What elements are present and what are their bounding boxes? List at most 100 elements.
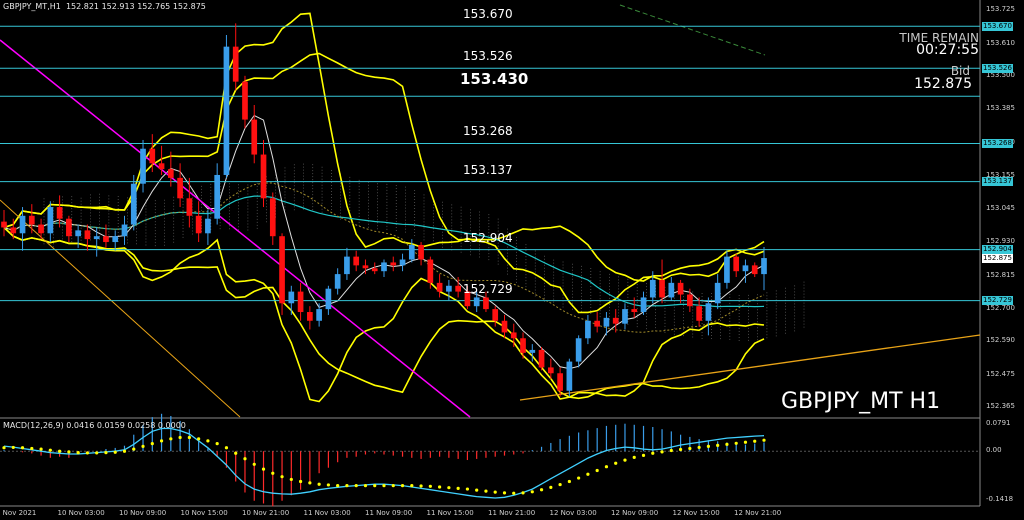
candle-body — [455, 285, 461, 292]
candle-body — [269, 198, 276, 237]
signal-dot — [549, 485, 553, 489]
candle-body — [427, 259, 434, 283]
candle-body — [418, 244, 424, 260]
price-level-tag: 153.137 — [982, 177, 1013, 187]
candle-body — [75, 230, 81, 237]
price-tick-label: 152.930 — [986, 237, 1015, 246]
candle-body — [659, 279, 665, 298]
signal-dot — [521, 491, 525, 495]
signal-dot — [428, 484, 432, 488]
price-tick-label: 152.590 — [986, 336, 1015, 345]
time-tick-label: 11 Nov 03:00 — [303, 509, 351, 517]
candle-body — [307, 312, 313, 321]
signal-dot — [373, 484, 377, 488]
signal-dot — [484, 489, 488, 493]
signal-dot — [567, 479, 571, 484]
macd-line — [3, 427, 765, 499]
price-tick-label: 153.500 — [986, 70, 1015, 79]
candle-body — [733, 256, 740, 272]
signal-dot — [632, 455, 636, 460]
signal-dot — [678, 447, 683, 452]
price-level-tag: 153.268 — [982, 138, 1013, 148]
candle-body — [714, 282, 721, 304]
signal-dot — [734, 441, 738, 445]
candle-body — [325, 288, 332, 310]
candle-body — [130, 183, 137, 225]
candle-body — [724, 256, 730, 283]
candle-body — [390, 262, 397, 266]
candle-body — [362, 265, 369, 269]
price-tick-label: 153.725 — [986, 5, 1015, 14]
signal-dot — [419, 484, 423, 488]
signal-dot — [688, 446, 692, 451]
signal-dot — [76, 450, 80, 455]
time-tick-label: 11 Nov 09:00 — [365, 509, 413, 517]
signal-dot — [354, 484, 358, 488]
trendline-magenta — [0, 39, 471, 418]
price-tick-label: 152.365 — [986, 401, 1015, 410]
signal-dot — [30, 446, 34, 451]
signal-dot — [289, 477, 293, 482]
candle-body — [167, 169, 174, 178]
price-tick-label: 152.475 — [986, 369, 1015, 378]
time-tick-label: 10 Nov 15:00 — [180, 509, 228, 517]
candle-body — [751, 265, 758, 275]
price-level-tag: 153.526 — [982, 63, 1013, 73]
price-level-tag: 152.875 — [982, 253, 1013, 263]
signal-dot — [725, 442, 729, 446]
signal-dot — [651, 451, 655, 455]
level-label: 153.137 — [463, 162, 513, 177]
price-level-tag: 152.904 — [982, 245, 1013, 255]
candle-body — [696, 306, 702, 321]
candle-body — [649, 279, 656, 298]
candle-body — [288, 291, 295, 304]
candle-body — [195, 215, 202, 234]
candle-body — [585, 320, 591, 339]
trendline-green-dashed — [619, 4, 766, 56]
level-label: 153.268 — [463, 124, 513, 139]
candle-body — [10, 227, 17, 234]
signal-dot — [20, 446, 25, 450]
signal-dot — [475, 488, 479, 492]
signal-dot — [345, 484, 349, 488]
candle-body — [761, 258, 767, 275]
candle-body — [353, 256, 360, 266]
signal-dot — [308, 481, 312, 485]
signal-dot — [215, 442, 219, 446]
signal-dot — [623, 458, 627, 462]
time-tick-label: 11 Nov 15:00 — [426, 509, 474, 517]
candle-body — [436, 282, 443, 292]
level-label: 153.430 — [460, 70, 529, 89]
bollinger-upper — [3, 52, 765, 282]
ma-dotted — [3, 182, 765, 333]
signal-dot — [456, 486, 460, 490]
signal-dot — [243, 457, 247, 461]
ohlc-values: 152.821 152.913 152.765 152.875 — [65, 2, 206, 11]
candle-body — [640, 297, 647, 313]
candle-body — [483, 297, 489, 310]
candle-body — [575, 338, 582, 362]
signal-dot — [493, 490, 497, 494]
time-remain-label: TIME REMAIN — [899, 31, 979, 45]
symbol-watermark: GBPJPY_MT H1 — [781, 389, 941, 414]
signal-dot — [298, 479, 303, 484]
candle-body — [47, 207, 54, 234]
signal-dot — [743, 440, 748, 444]
signal-dot — [660, 450, 664, 454]
candle-body — [408, 244, 415, 260]
candle-body — [334, 274, 341, 289]
signal-dot — [595, 468, 599, 473]
signal-dot — [178, 435, 182, 440]
macd-tick-label: 0.0791 — [986, 419, 1011, 427]
symbol-timeframe: GBPJPY_MT,H1 — [3, 2, 61, 11]
level-label: 152.904 — [463, 230, 513, 245]
signal-dot — [39, 447, 43, 451]
candle-body — [242, 81, 248, 120]
trendline-orange-up — [519, 334, 981, 401]
candle-body — [121, 224, 128, 237]
signal-dot — [159, 439, 164, 443]
signal-dot — [317, 482, 321, 486]
candle-body — [687, 294, 693, 307]
